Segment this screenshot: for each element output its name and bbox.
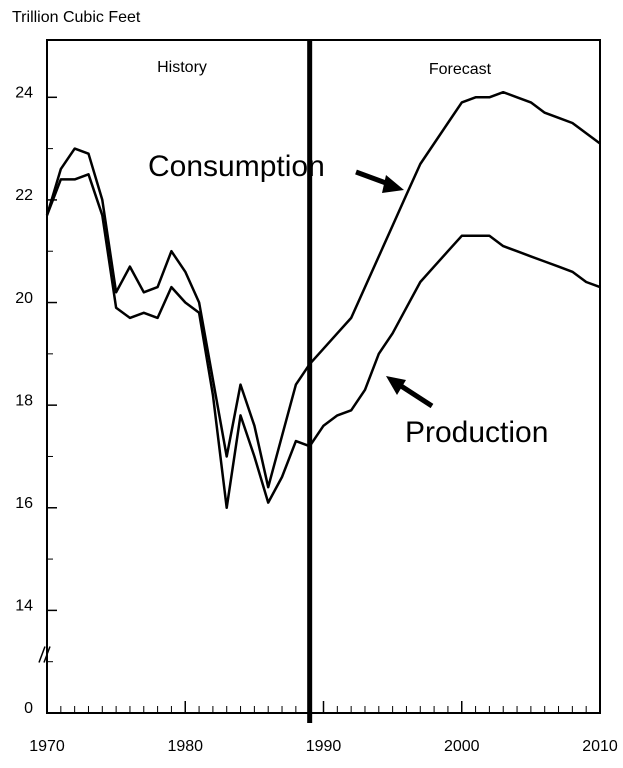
x-tick-label: 2010 <box>582 738 618 755</box>
series-line <box>45 173 601 510</box>
arrow-head <box>386 376 406 395</box>
x-tick-label: 2000 <box>444 738 480 755</box>
y-tick-label: 22 <box>15 187 33 204</box>
arrow <box>396 381 434 409</box>
plot-frame <box>46 39 601 714</box>
legend-label: Consumption <box>148 150 325 183</box>
y-tick-label: 14 <box>15 598 33 615</box>
annotation: History <box>157 59 207 76</box>
y-axis-label: Trillion Cubic Feet <box>12 9 141 26</box>
legend-label: Production <box>405 416 548 449</box>
y-tick-label: 18 <box>15 392 33 409</box>
y-tick-label: 20 <box>15 290 33 307</box>
arrow-head <box>382 175 404 193</box>
y-tick-label: 24 <box>15 85 33 102</box>
x-tick-label: 1980 <box>167 738 203 755</box>
series-line <box>45 90 601 489</box>
x-tick-label: 1970 <box>29 738 65 755</box>
y-tick-label: 16 <box>15 495 33 512</box>
annotation: Forecast <box>429 61 492 78</box>
x-tick-label: 1990 <box>306 738 342 755</box>
axis-break <box>38 646 51 663</box>
y-tick-label: 0 <box>24 700 33 717</box>
